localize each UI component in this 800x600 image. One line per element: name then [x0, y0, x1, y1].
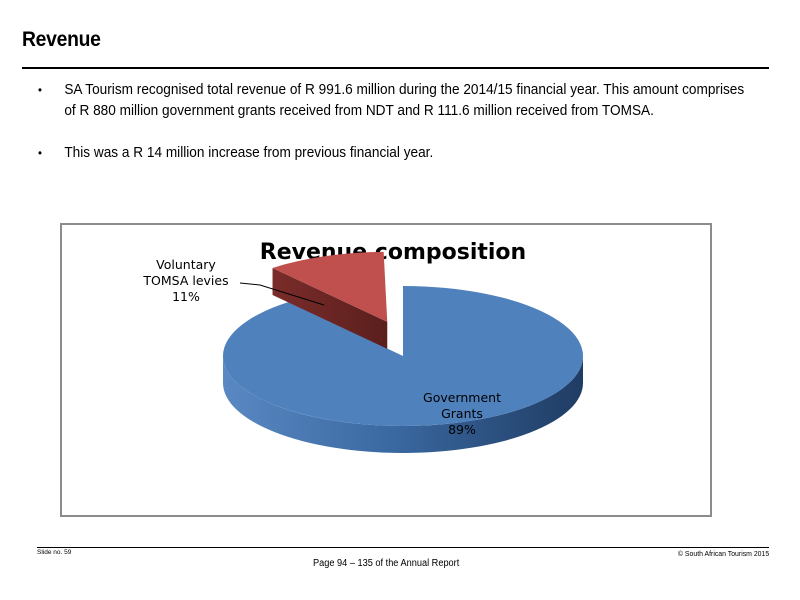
bullet-item: • SA Tourism recognised total revenue of…	[38, 80, 752, 122]
bullet-text: SA Tourism recognised total revenue of R…	[64, 82, 745, 119]
bullet-item: • This was a R 14 million increase from …	[38, 143, 752, 164]
page-reference: Page 94 – 135 of the Annual Report	[313, 558, 460, 569]
slice-side-government-grants	[223, 356, 583, 453]
slide-number: Slide no. 59	[37, 549, 72, 556]
bullet-marker: •	[38, 83, 42, 97]
pie-chart: Revenue composition Government Grants 89%V…	[142, 240, 583, 453]
slice-side-tomsa-levies	[272, 267, 388, 349]
leader-line	[239, 282, 325, 306]
slice-tomsa-levies	[272, 251, 388, 322]
page-title: Revenue	[22, 28, 101, 51]
chart-frame: Revenue composition Government Grants 89% V…	[60, 223, 712, 517]
slice-government-grants	[222, 286, 583, 426]
bullet-text: This was a R 14 million increase from pr…	[64, 145, 434, 161]
copyright: © South African Tourism 2015	[677, 549, 769, 558]
bullet-list: • SA Tourism recognised total revenue of…	[38, 80, 758, 164]
bullet-marker: •	[38, 146, 42, 160]
title-divider	[22, 67, 769, 69]
footer-divider	[37, 547, 769, 548]
data-label-tomsa-levies: Voluntary TOMSA levies 11%	[142, 257, 228, 304]
data-label-government-grants: Government Grants 89%	[423, 390, 501, 437]
